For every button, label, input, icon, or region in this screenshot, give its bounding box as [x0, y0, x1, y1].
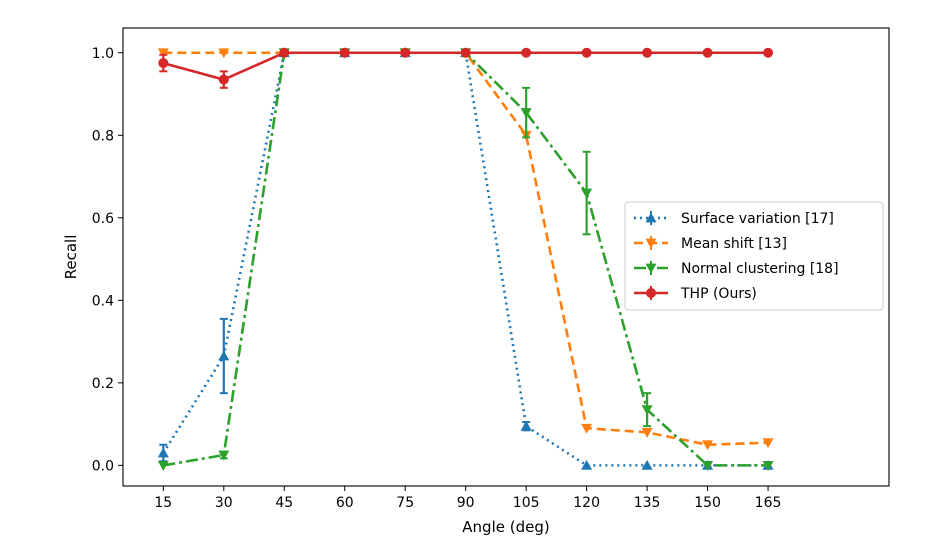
x-tick-label: 135: [634, 495, 661, 511]
legend-item: Mean shift [13]: [634, 236, 787, 252]
legend-marker: [645, 263, 657, 274]
data-point: [642, 47, 653, 58]
y-axis-label: Recall: [62, 235, 80, 280]
y-tick-label: 1.0: [92, 46, 114, 62]
data-point: [581, 459, 593, 470]
data-point: [762, 438, 774, 449]
legend-item: Normal clustering [18]: [634, 261, 839, 277]
data-point: [218, 450, 230, 461]
x-tick-label: 15: [154, 495, 172, 511]
data-point: [279, 47, 290, 58]
data-point: [339, 47, 350, 58]
x-tick-label: 120: [573, 495, 600, 511]
axes-layer: 15 30 45 60 75 90 105 120 135 150 165 0.0 0.2 0.4 0.6 0…: [92, 46, 782, 511]
legend-label: Mean shift [13]: [681, 236, 787, 252]
data-point: [157, 460, 169, 471]
x-tick-label: 30: [215, 495, 233, 511]
y-tick-label: 0.4: [92, 293, 114, 309]
y-tick-label: 0.0: [92, 458, 114, 474]
x-tick-label: 165: [755, 495, 782, 511]
data-point: [521, 47, 532, 58]
x-tick-label: 90: [457, 495, 475, 511]
data-point: [641, 427, 653, 438]
data-point: [218, 48, 230, 59]
data-point: [157, 447, 169, 458]
series-line: [162, 51, 769, 467]
series-layer: [157, 47, 774, 471]
x-tick-label: 150: [694, 495, 721, 511]
legend-item: Surface variation [17]: [634, 211, 834, 227]
legend-box: [624, 201, 884, 311]
x-tick-label: 105: [513, 495, 540, 511]
legend-marker: [646, 288, 656, 298]
data-point: [641, 405, 653, 416]
data-point: [400, 47, 411, 58]
data-point: [702, 47, 713, 58]
data-point: [762, 460, 774, 471]
legend-label: Surface variation [17]: [681, 211, 834, 227]
data-point: [218, 350, 230, 361]
data-point: [158, 58, 169, 69]
legend-label: THP (Ours): [680, 286, 757, 302]
data-point: [581, 47, 592, 58]
legend: Surface variation [17] Mean shift [13] Nor…: [624, 201, 884, 311]
x-tick-label: 60: [336, 495, 354, 511]
y-tick-label: 0.8: [92, 128, 114, 144]
data-point: [520, 420, 532, 431]
data-point: [702, 460, 714, 471]
x-axis-label: Angle (deg): [462, 518, 549, 536]
legend-label: Normal clustering [18]: [681, 261, 839, 277]
series-4: [158, 47, 774, 89]
legend-marker: [645, 212, 657, 223]
plot-frame: [122, 27, 890, 487]
data-point: [702, 440, 714, 451]
data-point: [581, 188, 593, 199]
data-point: [157, 48, 169, 59]
data-point: [218, 74, 229, 85]
data-point: [581, 423, 593, 434]
y-tick-label: 0.2: [92, 376, 114, 392]
data-point: [460, 47, 471, 58]
y-tick-label: 0.6: [92, 211, 114, 227]
x-tick-label: 45: [275, 495, 293, 511]
data-point: [763, 47, 774, 58]
data-point: [520, 108, 532, 119]
legend-marker: [645, 238, 657, 249]
legend-item: THP (Ours): [634, 286, 757, 302]
x-tick-label: 75: [396, 495, 414, 511]
data-point: [641, 459, 653, 470]
